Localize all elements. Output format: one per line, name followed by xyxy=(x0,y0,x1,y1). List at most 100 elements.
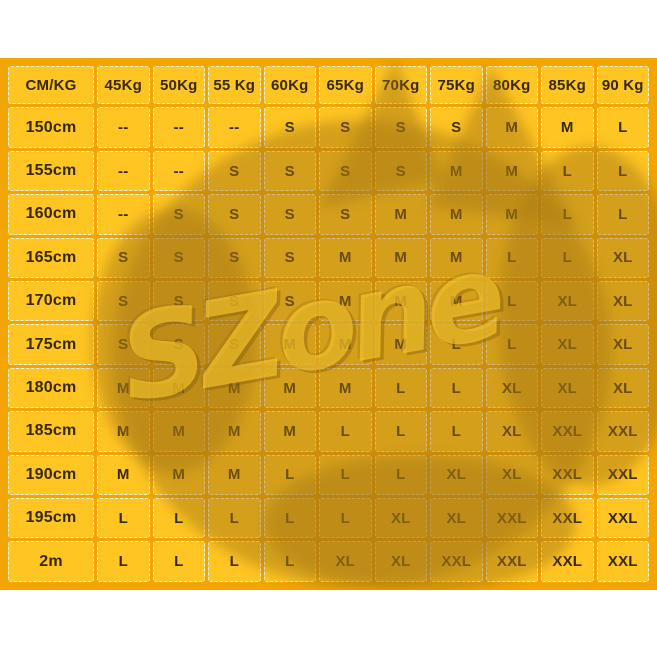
size-cell: XXL xyxy=(596,541,649,582)
weight-header-cell: 50Kg xyxy=(152,66,205,105)
size-cell: XXL xyxy=(485,541,538,582)
size-cell: XL xyxy=(596,367,649,409)
size-cell: S xyxy=(374,107,427,148)
size-chart-table: CM/KG 45Kg 50Kg 55 Kg 60Kg 65Kg 70Kg 75Kg 80Kg 85… xyxy=(5,63,652,585)
size-cell: M xyxy=(152,454,205,496)
size-cell: L xyxy=(485,324,538,365)
size-cell: M xyxy=(430,150,483,192)
weight-header-cell: 85Kg xyxy=(541,66,594,105)
table-row: 175cm S S S M M M L L XL XL xyxy=(8,324,649,365)
size-cell: XL xyxy=(541,281,594,322)
size-cell: S xyxy=(208,281,261,322)
size-cell: L xyxy=(596,107,649,148)
size-cell: XL xyxy=(430,454,483,496)
table-row: 170cm S S S S M M M L XL XL xyxy=(8,281,649,322)
size-cell: S xyxy=(319,194,372,235)
table-row: 185cm M M M M L L L XL XXL XXL xyxy=(8,411,649,452)
size-cell: M xyxy=(374,194,427,235)
size-cell: XL xyxy=(485,367,538,409)
weight-header-cell: 90 Kg xyxy=(596,66,649,105)
weight-header-cell: 65Kg xyxy=(319,66,372,105)
size-cell: S xyxy=(263,150,316,192)
size-cell: M xyxy=(263,367,316,409)
size-cell: L xyxy=(208,541,261,582)
size-cell: XXL xyxy=(596,411,649,452)
size-cell: L xyxy=(152,498,205,539)
size-cell: XL xyxy=(596,324,649,365)
size-cell: M xyxy=(152,411,205,452)
size-cell: L xyxy=(541,194,594,235)
size-cell: M xyxy=(374,237,427,279)
size-cell: S xyxy=(152,281,205,322)
size-cell: S xyxy=(319,150,372,192)
size-cell: S xyxy=(208,150,261,192)
height-row-label: 170cm xyxy=(8,281,94,322)
size-cell: L xyxy=(152,541,205,582)
size-cell: S xyxy=(263,107,316,148)
table-row: 150cm -- -- -- S S S S M M L xyxy=(8,107,649,148)
table-row: 160cm -- S S S S M M M L L xyxy=(8,194,649,235)
size-cell: L xyxy=(430,324,483,365)
size-cell: L xyxy=(485,237,538,279)
size-cell: XL xyxy=(541,324,594,365)
size-cell: -- xyxy=(152,150,205,192)
size-cell: L xyxy=(374,411,427,452)
size-cell: -- xyxy=(208,107,261,148)
size-cell: XXL xyxy=(541,411,594,452)
size-cell: XL xyxy=(541,367,594,409)
size-cell: S xyxy=(152,324,205,365)
size-cell: S xyxy=(208,237,261,279)
size-cell: L xyxy=(97,498,150,539)
size-cell: L xyxy=(430,367,483,409)
size-cell: M xyxy=(97,454,150,496)
size-cell: L xyxy=(97,541,150,582)
height-row-label: 190cm xyxy=(8,454,94,496)
size-cell: M xyxy=(319,281,372,322)
size-cell: S xyxy=(263,281,316,322)
size-cell: L xyxy=(541,237,594,279)
size-cell: M xyxy=(430,281,483,322)
table-row: 180cm M M M M M L L XL XL XL xyxy=(8,367,649,409)
size-cell: XXL xyxy=(596,454,649,496)
size-cell: XL xyxy=(485,454,538,496)
size-cell: S xyxy=(152,194,205,235)
size-cell: XXL xyxy=(541,541,594,582)
table-row: 195cm L L L L L XL XL XXL XXL XXL xyxy=(8,498,649,539)
size-cell: M xyxy=(430,194,483,235)
size-cell: S xyxy=(208,194,261,235)
size-cell: M xyxy=(97,367,150,409)
size-cell: L xyxy=(319,498,372,539)
size-cell: L xyxy=(319,454,372,496)
corner-header-cell: CM/KG xyxy=(8,66,94,105)
size-cell: -- xyxy=(152,107,205,148)
size-cell: M xyxy=(208,454,261,496)
height-row-label: 2m xyxy=(8,541,94,582)
size-cell: M xyxy=(208,367,261,409)
weight-header-cell: 45Kg xyxy=(97,66,150,105)
size-cell: XL xyxy=(485,411,538,452)
size-cell: L xyxy=(596,194,649,235)
height-row-label: 165cm xyxy=(8,237,94,279)
header-row: CM/KG 45Kg 50Kg 55 Kg 60Kg 65Kg 70Kg 75Kg 80Kg 85… xyxy=(8,66,649,105)
size-cell: M xyxy=(319,367,372,409)
size-cell: M xyxy=(485,194,538,235)
height-row-label: 155cm xyxy=(8,150,94,192)
weight-header-cell: 55 Kg xyxy=(208,66,261,105)
size-cell: L xyxy=(541,150,594,192)
size-cell: L xyxy=(319,411,372,452)
size-cell: S xyxy=(208,324,261,365)
size-cell: M xyxy=(319,324,372,365)
size-cell: XL xyxy=(374,498,427,539)
weight-header-cell: 80Kg xyxy=(485,66,538,105)
size-cell: XL xyxy=(596,281,649,322)
size-cell: -- xyxy=(97,194,150,235)
size-cell: XXL xyxy=(485,498,538,539)
weight-header-cell: 70Kg xyxy=(374,66,427,105)
size-cell: XL xyxy=(596,237,649,279)
size-cell: S xyxy=(430,107,483,148)
size-cell: XL xyxy=(319,541,372,582)
size-cell: M xyxy=(541,107,594,148)
size-cell: L xyxy=(596,150,649,192)
height-row-label: 180cm xyxy=(8,367,94,409)
